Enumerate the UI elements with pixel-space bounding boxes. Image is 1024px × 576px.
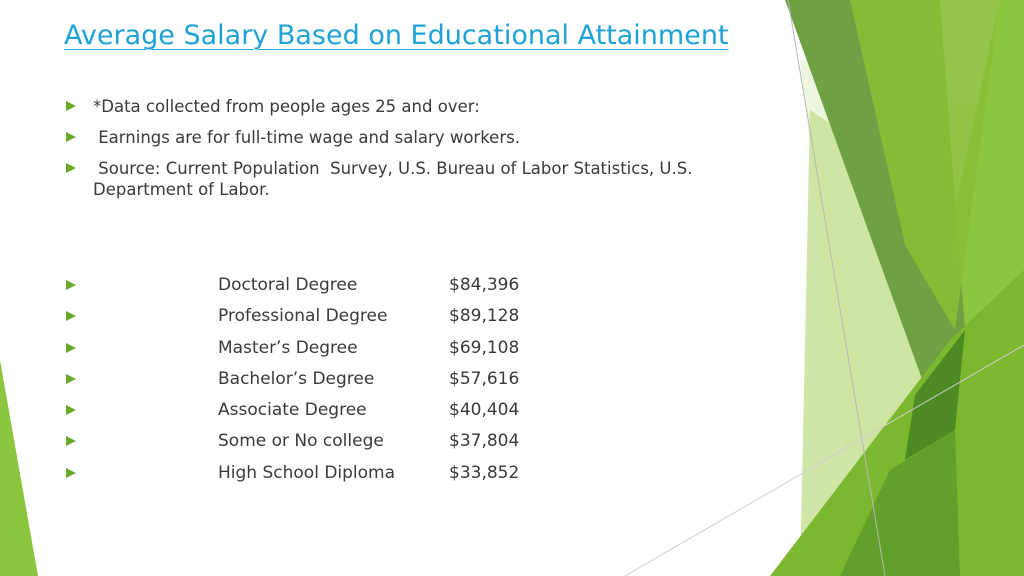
triangle-arrow-icon [66,436,76,447]
salary-row: Professional Degree $89,128 [64,305,564,336]
degree-label: Bachelor’s Degree [218,368,375,389]
degree-label: Associate Degree [218,400,367,421]
notes-list: *Data collected from people ages 25 and … [64,96,744,210]
triangle-arrow-icon [66,132,76,142]
salary-entry: Associate Degree $40,404 [218,399,520,421]
salary-entry: Doctoral Degree $84,396 [218,274,520,296]
thin-line [787,0,886,576]
note-item: Source: Current Population Survey, U.S. … [64,158,744,200]
note-text: Source: Current Population Survey, U.S. … [93,159,698,199]
salary-entry: Professional Degree $89,128 [218,305,520,327]
triangle-arrow-icon [66,311,76,322]
salary-entry: Some or No college $37,804 [218,430,520,452]
salary-row: Bachelor’s Degree $57,616 [64,368,564,399]
degree-label: Some or No college [218,431,384,452]
left-edge-shape [0,360,38,576]
bright-band-shape [850,0,1000,330]
lower-accent-shape [840,430,960,576]
salary-amount: $89,128 [449,306,520,327]
salary-entry: Master’s Degree $69,108 [218,337,520,359]
thin-line [624,344,1024,576]
deep-accent-shape [905,330,965,460]
salary-row: Master’s Degree $69,108 [64,337,564,368]
salary-row: Associate Degree $40,404 [64,399,564,430]
triangle-arrow-icon [66,101,76,111]
triangle-arrow-icon [66,163,76,173]
triangle-arrow-icon [66,280,76,290]
salary-row: Doctoral Degree $84,396 [64,274,564,305]
salary-row: High School Diploma $33,852 [64,462,564,493]
page-title: Average Salary Based on Educational Atta… [64,20,729,51]
salary-entry: Bachelor’s Degree $57,616 [218,368,520,390]
degree-label: High School Diploma [218,462,396,483]
salary-amount: $69,108 [449,337,520,358]
salary-entry: High School Diploma $33,852 [218,462,520,484]
salary-amount: $84,396 [449,275,520,295]
triangle-arrow-icon [66,467,76,478]
triangle-arrow-icon [66,342,76,353]
salary-amount: $57,616 [449,368,520,389]
note-text: Earnings are for full-time wage and sala… [93,128,520,147]
degree-label: Master’s Degree [218,337,358,358]
note-item: *Data collected from people ages 25 and … [64,96,744,117]
salary-list: Doctoral Degree $84,396 Professional Degr… [64,274,564,493]
degree-label: Professional Degree [218,306,388,327]
salary-amount: $33,852 [449,462,520,483]
triangle-arrow-icon [66,373,76,384]
degree-label: Doctoral Degree [218,275,358,295]
note-item: Earnings are for full-time wage and sala… [64,127,744,148]
salary-row: Some or No college $37,804 [64,430,564,461]
note-text: *Data collected from people ages 25 and … [93,97,480,116]
salary-amount: $37,804 [449,431,520,452]
triangle-arrow-icon [66,405,76,416]
salary-amount: $40,404 [449,400,520,421]
